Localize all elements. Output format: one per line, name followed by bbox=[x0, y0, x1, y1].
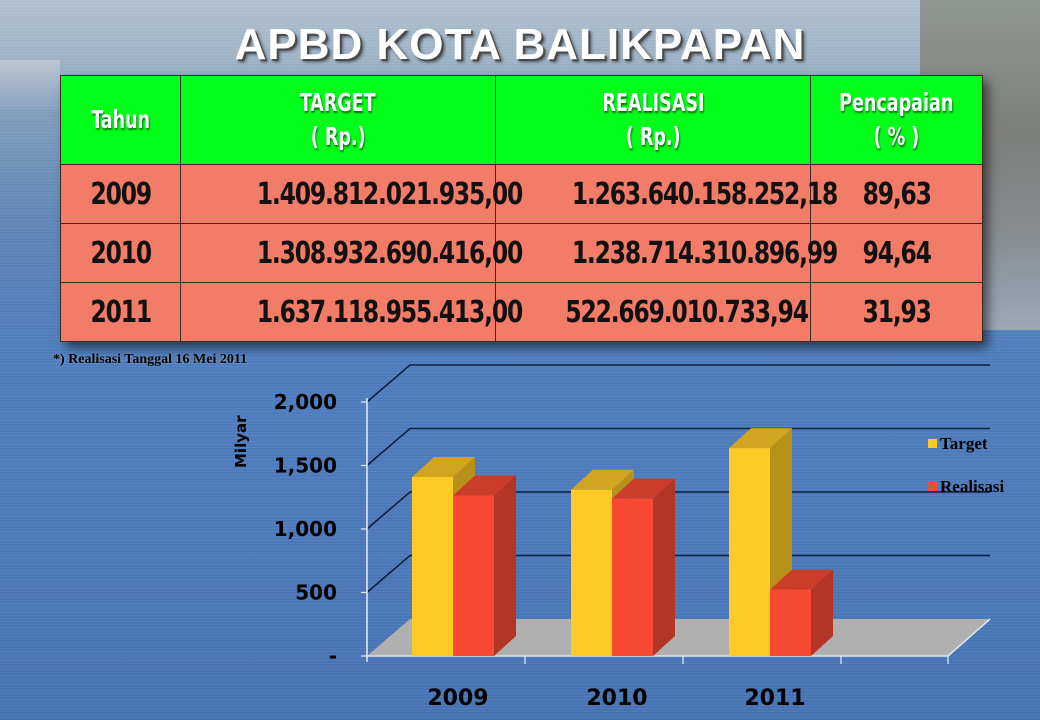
legend-label-target: Target bbox=[940, 434, 988, 453]
realisasi-value: 522.669.010.733,94 bbox=[565, 294, 810, 330]
cell-pencapaian: 89,63 bbox=[810, 164, 983, 224]
table-row: 2010 1.308.932.690.416,00 1.238.714.310.… bbox=[60, 223, 983, 283]
page-title: APBD KOTA BALIKPAPAN bbox=[234, 20, 806, 69]
target-value: 1.308.932.690.416,00 bbox=[256, 235, 523, 271]
header-pencapaian: Pencapaian ( % ) bbox=[810, 75, 983, 165]
header-realisasi-label: REALISASI bbox=[601, 88, 705, 117]
bar-side bbox=[811, 569, 833, 656]
x-tick-label: 2010 bbox=[586, 686, 647, 711]
bar-realisasi-2009 bbox=[453, 495, 494, 656]
x-tick-label: 2011 bbox=[744, 686, 805, 711]
apbd-table: Tahun TARGET ( Rp.) REALISASI ( Rp.) Pen… bbox=[60, 75, 983, 342]
bar-target-2010 bbox=[571, 489, 612, 656]
pencapaian-value: 94,64 bbox=[862, 235, 931, 271]
bar-realisasi-2010 bbox=[612, 498, 653, 656]
header-realisasi-unit: ( Rp.) bbox=[625, 122, 681, 151]
legend-swatch-realisasi bbox=[928, 482, 937, 491]
header-target-label: TARGET bbox=[300, 88, 376, 117]
realisasi-value: 1.238.714.310.896,99 bbox=[571, 235, 838, 271]
target-value: 1.409.812.021.935,00 bbox=[256, 176, 523, 212]
cell-year: 2011 bbox=[60, 282, 181, 342]
floor-edge bbox=[947, 618, 991, 657]
target-value: 1.637.118.955.413,00 bbox=[256, 294, 523, 330]
bar-side bbox=[653, 478, 675, 656]
bar-top bbox=[770, 569, 833, 590]
y-tick-label: 1,000 bbox=[274, 517, 337, 541]
y-tick-label: 2,000 bbox=[274, 390, 337, 414]
bar-target-2009 bbox=[412, 476, 453, 656]
header-tahun-label: Tahun bbox=[91, 105, 150, 134]
cell-realisasi: 522.669.010.733,94 bbox=[495, 282, 811, 342]
bar-top bbox=[571, 469, 634, 490]
legend-swatch-target bbox=[928, 439, 937, 448]
bar-top bbox=[729, 428, 792, 449]
cell-target: 1.637.118.955.413,00 bbox=[180, 282, 523, 342]
x-tick-label: 2009 bbox=[427, 686, 488, 711]
table-row: 2009 1.409.812.021.935,00 1.263.640.158.… bbox=[60, 164, 983, 224]
chart-floor bbox=[367, 619, 990, 656]
cell-year: 2009 bbox=[60, 164, 181, 224]
header-target-unit: ( Rp.) bbox=[310, 122, 366, 151]
bar-top bbox=[412, 456, 475, 477]
cell-target: 1.308.932.690.416,00 bbox=[180, 223, 523, 283]
background-shoreline-left bbox=[0, 60, 60, 110]
gridline bbox=[366, 491, 990, 530]
year-value: 2009 bbox=[90, 176, 152, 212]
year-value: 2011 bbox=[90, 294, 152, 330]
gridline bbox=[366, 427, 990, 467]
header-realisasi: REALISASI ( Rp.) bbox=[495, 75, 811, 165]
header-pencapaian-unit: ( % ) bbox=[873, 122, 920, 151]
table-header-row: Tahun TARGET ( Rp.) REALISASI ( Rp.) Pen… bbox=[60, 75, 983, 165]
bar-top bbox=[612, 478, 675, 499]
bar-side bbox=[494, 475, 516, 656]
header-pencapaian-label: Pencapaian bbox=[839, 88, 954, 117]
cell-year: 2010 bbox=[60, 223, 181, 283]
bar-realisasi-2011 bbox=[770, 589, 811, 656]
pencapaian-value: 89,63 bbox=[862, 176, 931, 212]
cell-realisasi: 1.263.640.158.252,18 bbox=[495, 164, 838, 224]
cell-pencapaian: 31,93 bbox=[810, 282, 983, 342]
gridline bbox=[366, 364, 990, 403]
pencapaian-value: 31,93 bbox=[862, 294, 931, 330]
legend-label-realisasi: Realisasi bbox=[940, 477, 1005, 496]
y-tick-label: 500 bbox=[295, 581, 337, 605]
footnote: *) Realisasi Tanggal 16 Mei 2011 bbox=[53, 352, 248, 367]
cell-realisasi: 1.238.714.310.896,99 bbox=[495, 223, 838, 283]
table-row: 2011 1.637.118.955.413,00 522.669.010.73… bbox=[60, 282, 983, 342]
bar-top bbox=[453, 475, 516, 496]
y-axis-title: Milyar bbox=[232, 415, 250, 468]
year-value: 2010 bbox=[90, 235, 152, 271]
gridline bbox=[366, 554, 990, 594]
cell-pencapaian: 94,64 bbox=[810, 223, 983, 283]
cell-target: 1.409.812.021.935,00 bbox=[180, 164, 523, 224]
y-tick-label: 1,500 bbox=[274, 454, 337, 478]
y-tick-label: - bbox=[329, 644, 337, 668]
bar-target-2011 bbox=[729, 448, 770, 656]
realisasi-value: 1.263.640.158.252,18 bbox=[571, 176, 838, 212]
